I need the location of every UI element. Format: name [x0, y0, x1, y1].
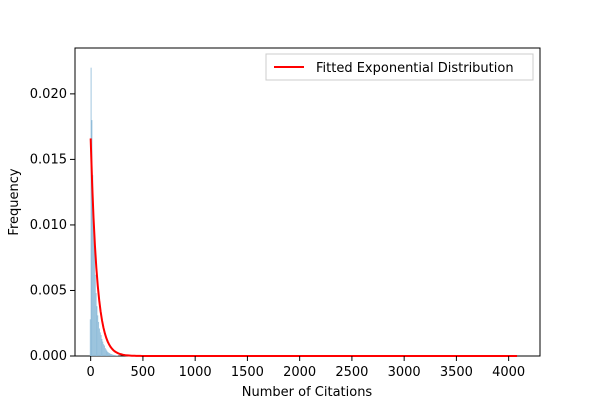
- x-tick-label: 3000: [388, 365, 421, 380]
- histogram-bar: [90, 319, 91, 356]
- histogram-bar: [96, 293, 97, 356]
- x-tick-label: 1000: [179, 365, 212, 380]
- legend: Fitted Exponential Distribution: [266, 54, 533, 80]
- x-tick-label: 2000: [283, 365, 316, 380]
- histogram-bar: [100, 332, 101, 356]
- x-tick-label: 500: [131, 365, 156, 380]
- histogram-bar: [107, 351, 108, 356]
- histogram-bar: [107, 352, 108, 356]
- axis-ticks: 0 500 1000 1500 2000 2500 3000 3500 4000 0.000 0.0…: [30, 87, 525, 380]
- y-tick-label: 0.000: [30, 349, 67, 364]
- histogram-bar: [102, 342, 103, 356]
- fit-line: [91, 138, 517, 356]
- x-tick-label: 0: [87, 365, 95, 380]
- x-axis-label: Number of Citations: [242, 385, 373, 400]
- histogram-bar: [105, 348, 106, 356]
- y-tick-label: 0.020: [30, 87, 67, 102]
- histogram-bar: [110, 354, 111, 356]
- histogram-bar: [117, 355, 118, 356]
- histogram-bar: [108, 353, 109, 356]
- histogram-bar: [102, 339, 103, 356]
- x-tick-label: 3500: [440, 365, 473, 380]
- histogram-bar: [113, 355, 114, 356]
- x-tick-label: 4000: [492, 365, 525, 380]
- x-tick-label: 1500: [231, 365, 264, 380]
- histogram-bar: [112, 354, 113, 356]
- histogram-bar: [115, 355, 116, 356]
- histogram-bar: [103, 344, 104, 356]
- histogram-bar: [109, 353, 110, 356]
- histogram-bar: [95, 275, 96, 356]
- histogram-bar: [99, 328, 100, 356]
- histogram-bar: [106, 349, 107, 356]
- legend-label: Fitted Exponential Distribution: [316, 61, 514, 76]
- y-tick-label: 0.015: [30, 152, 67, 167]
- y-tick-label: 0.005: [30, 283, 67, 298]
- plot-frame: [75, 48, 540, 356]
- histogram-bar: [91, 68, 92, 356]
- histogram-bar: [111, 354, 112, 356]
- histogram-bar: [97, 315, 98, 356]
- histogram-bar: [101, 335, 102, 356]
- x-tick-label: 2500: [335, 365, 368, 380]
- histogram-bar: [112, 355, 113, 356]
- histogram-bar: [116, 355, 117, 356]
- histogram-bar: [98, 322, 99, 356]
- y-axis-label: Frequency: [7, 168, 22, 235]
- histogram-bar: [97, 306, 98, 356]
- histogram-bar: [104, 346, 105, 356]
- histogram-bar: [114, 355, 115, 356]
- y-tick-label: 0.010: [30, 218, 67, 233]
